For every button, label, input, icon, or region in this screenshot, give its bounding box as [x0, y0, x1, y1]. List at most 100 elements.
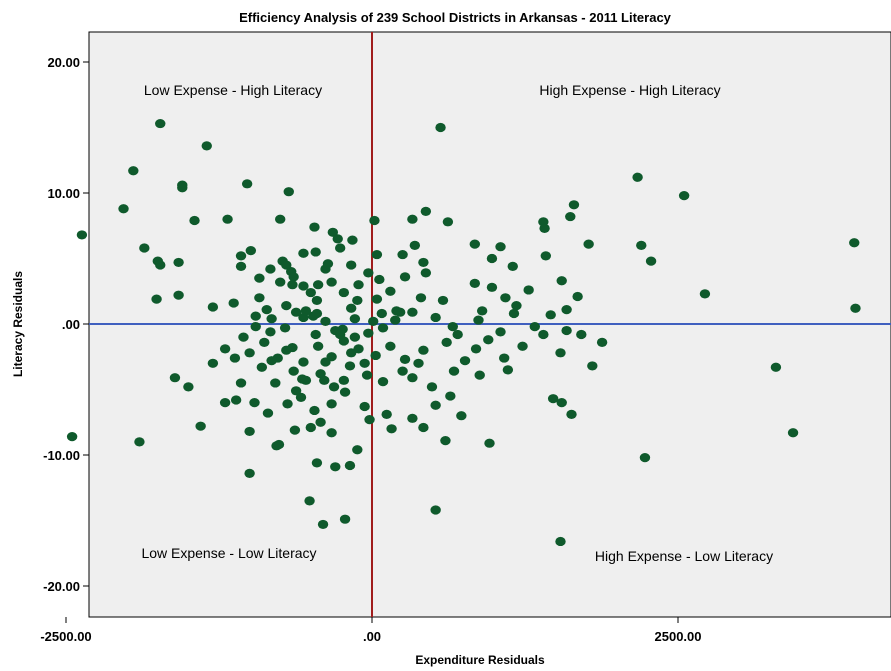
data-point [787, 428, 799, 438]
data-point [326, 277, 337, 287]
data-point [290, 307, 302, 317]
data-point [320, 357, 331, 367]
data-point [241, 179, 253, 189]
data-point [332, 234, 343, 244]
data-point [407, 373, 418, 383]
data-point [265, 327, 276, 337]
data-point [330, 462, 341, 472]
x-tick-label: 2500.00 [655, 629, 702, 644]
data-point [349, 314, 361, 324]
data-point [507, 261, 518, 271]
data-point [279, 323, 291, 333]
data-point [849, 238, 860, 248]
data-point [201, 141, 212, 151]
data-point [364, 415, 375, 425]
data-point [397, 366, 408, 376]
data-point [636, 240, 647, 250]
data-point [259, 337, 270, 347]
data-point [484, 438, 495, 448]
data-point [413, 358, 424, 368]
data-point [483, 335, 494, 345]
data-point [254, 293, 265, 303]
data-point [376, 308, 387, 319]
data-point [345, 260, 357, 270]
data-point [445, 391, 456, 401]
data-point [430, 505, 441, 515]
data-point [229, 353, 241, 363]
data-point [440, 435, 451, 446]
data-point [361, 370, 373, 380]
data-point [353, 280, 364, 290]
data-point [344, 361, 356, 371]
data-point [495, 242, 506, 252]
data-point [576, 329, 587, 340]
data-point [282, 399, 293, 409]
data-point [368, 316, 379, 326]
data-point [345, 303, 357, 313]
data-point [442, 217, 454, 227]
data-point [448, 366, 460, 376]
data-point [452, 329, 463, 340]
data-point [529, 322, 540, 332]
y-tick-label: -20.00 [43, 579, 80, 594]
data-point [298, 248, 309, 258]
data-point [297, 374, 308, 384]
data-point [645, 256, 657, 266]
data-point [352, 295, 363, 306]
data-point [500, 293, 511, 303]
data-point [486, 282, 498, 292]
quadrant-label-bottom-left: Low Expense - Low Literacy [141, 545, 316, 561]
y-tick-label: 20.00 [47, 55, 80, 70]
data-point [391, 306, 402, 316]
data-point [315, 417, 326, 427]
data-point [502, 365, 514, 375]
data-point [371, 249, 383, 260]
data-point [310, 247, 321, 257]
data-point [583, 239, 594, 249]
data-point [266, 356, 277, 366]
data-point [430, 400, 441, 410]
data-point [244, 348, 255, 358]
data-point [151, 294, 162, 304]
data-point [678, 191, 690, 201]
data-point [447, 322, 458, 332]
data-point [134, 437, 145, 447]
data-point [377, 377, 389, 387]
data-point [275, 214, 286, 224]
data-point [195, 421, 206, 431]
data-point [250, 311, 261, 321]
data-point [407, 214, 418, 224]
data-point [363, 328, 374, 338]
data-point [370, 350, 381, 361]
data-point [539, 223, 550, 233]
data-point [287, 280, 298, 290]
data-point [207, 302, 219, 312]
data-point [311, 308, 323, 319]
data-point [266, 314, 277, 324]
data-point [545, 310, 556, 320]
data-point [430, 312, 441, 323]
data-point [309, 222, 320, 232]
data-point [312, 280, 324, 290]
data-point [344, 460, 356, 471]
data-point [470, 344, 482, 354]
data-point [390, 315, 401, 325]
data-point [555, 536, 566, 547]
data-point [275, 277, 286, 287]
data-point [312, 341, 324, 351]
data-point [311, 295, 323, 306]
data-point [426, 382, 438, 392]
data-point [273, 439, 285, 450]
data-point [572, 291, 583, 302]
data-point [555, 348, 566, 358]
data-point [245, 246, 257, 256]
data-point [415, 293, 427, 303]
y-axis-ticks: 20.00 10.00 .00 -10.00 -20.00 [43, 55, 89, 594]
data-point [407, 307, 418, 317]
data-point [568, 200, 580, 210]
data-point [473, 315, 484, 325]
data-point [469, 239, 481, 249]
data-point [249, 398, 260, 408]
data-point [281, 260, 292, 270]
